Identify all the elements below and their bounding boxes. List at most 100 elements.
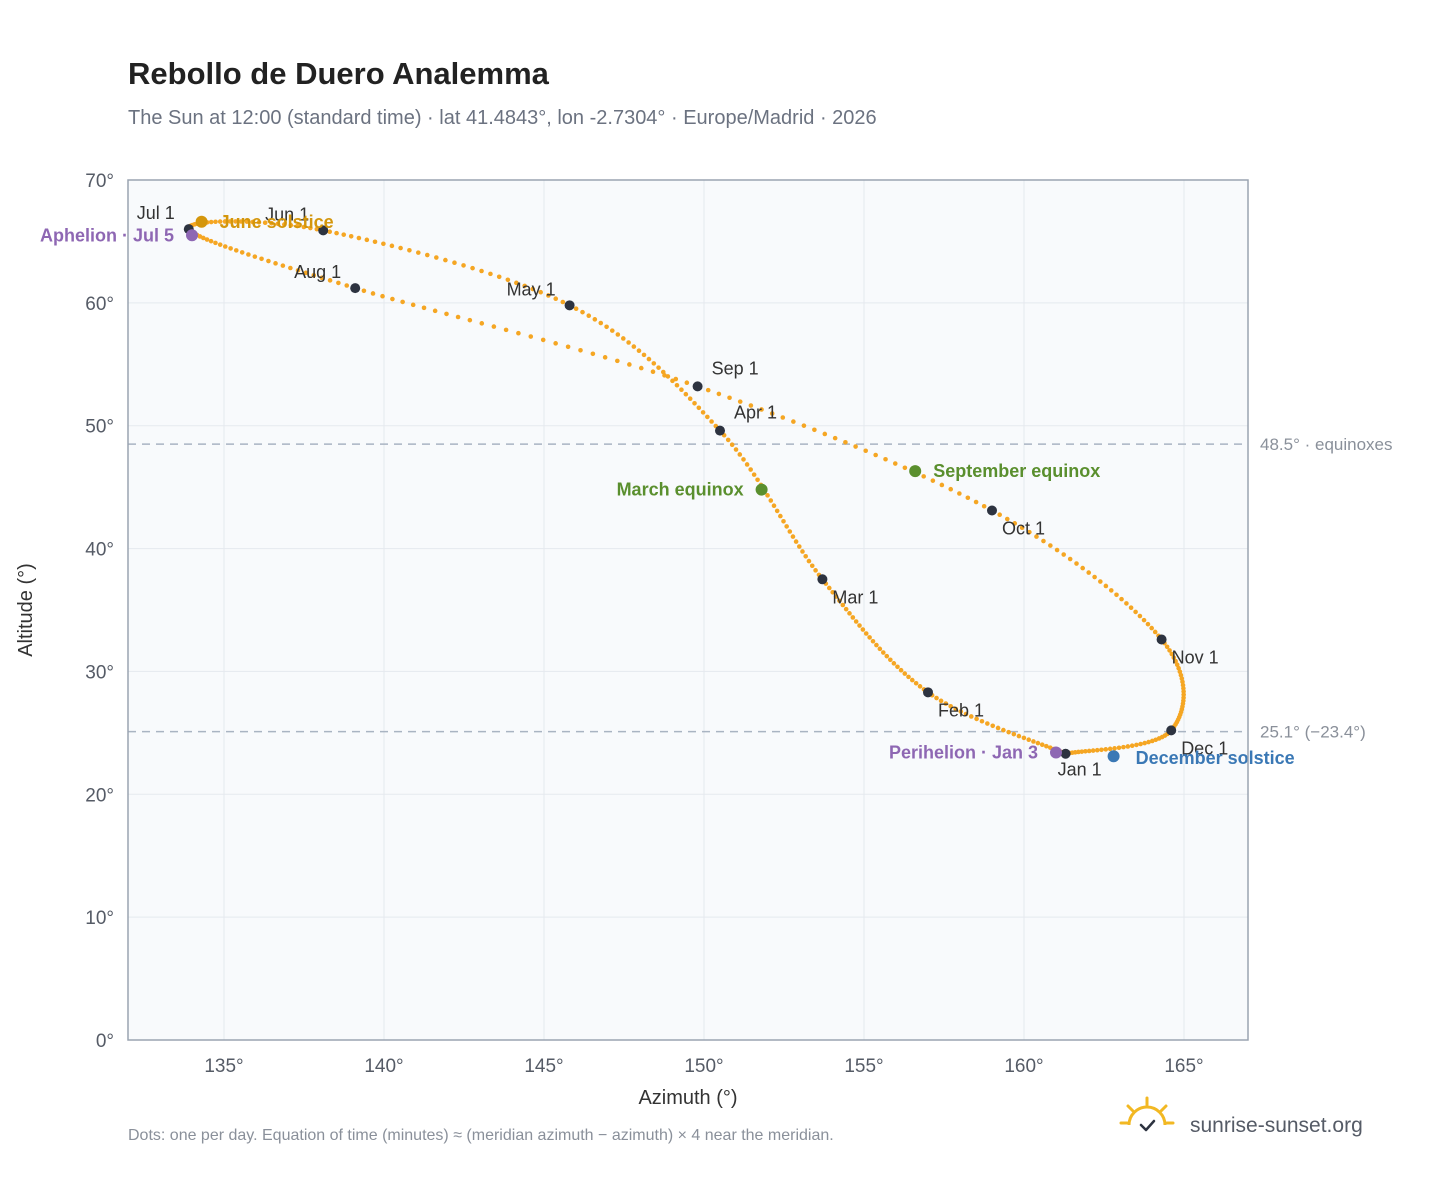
day-dot xyxy=(1027,529,1032,535)
day-dot xyxy=(1112,746,1117,751)
day-dot xyxy=(692,400,697,406)
plot-area xyxy=(128,180,1248,1040)
event-label: Perihelion · Jan 3 xyxy=(889,743,1038,763)
event-dot xyxy=(1050,746,1062,759)
day-dot xyxy=(953,706,958,712)
day-dot xyxy=(948,703,953,709)
day-dot xyxy=(262,220,268,225)
day-dot xyxy=(252,254,258,259)
day-dot xyxy=(1142,740,1147,746)
x-tick-label: 155° xyxy=(844,1056,883,1077)
day-dot xyxy=(233,219,238,224)
day-dot xyxy=(673,376,679,382)
day-dot xyxy=(883,456,888,462)
y-tick-label: 60° xyxy=(85,294,114,315)
reference-line-label: 25.1° (−23.4°) xyxy=(1260,723,1366,742)
day-dot xyxy=(857,623,862,628)
event-dot xyxy=(1107,750,1120,763)
day-dot xyxy=(729,442,735,448)
day-dot xyxy=(1083,749,1088,754)
month-label: Jun 1 xyxy=(265,204,309,224)
day-dot xyxy=(491,324,497,329)
month-dot xyxy=(564,300,575,311)
sunrise-logo-icon xyxy=(1119,1096,1175,1132)
footnote: Dots: one per day. Equation of time (min… xyxy=(128,1127,834,1144)
day-dot xyxy=(496,274,502,280)
day-dot xyxy=(516,330,521,336)
day-dot xyxy=(958,709,964,714)
day-dot xyxy=(641,352,647,358)
day-dot xyxy=(737,399,743,404)
axis-ticks: 135° 140° 145° 150° 155° 160° 165° 0° 10° 20° 30° 4… xyxy=(85,171,1203,1077)
day-dot xyxy=(303,270,309,276)
month-dot xyxy=(817,574,828,585)
day-dot xyxy=(793,539,799,544)
event-dot xyxy=(755,483,768,496)
day-dot xyxy=(239,250,245,255)
day-dot xyxy=(843,440,848,445)
event-label: March equinox xyxy=(617,480,744,500)
day-dot xyxy=(381,241,386,247)
day-dot xyxy=(884,653,890,659)
day-dot xyxy=(863,631,869,636)
y-tick-label: 70° xyxy=(85,171,114,192)
day-dot xyxy=(327,229,333,234)
day-dot xyxy=(1149,738,1155,744)
day-dot xyxy=(364,237,370,243)
day-dot xyxy=(985,721,990,726)
x-tick-label: 135° xyxy=(204,1056,243,1077)
day-dot xyxy=(656,365,661,370)
x-tick-label: 150° xyxy=(684,1056,723,1077)
day-dot xyxy=(311,273,317,278)
day-dot xyxy=(921,474,926,479)
day-dot xyxy=(902,465,908,471)
day-dot xyxy=(791,419,796,424)
day-dot xyxy=(796,544,802,549)
month-label: Aug 1 xyxy=(294,262,341,282)
day-dot xyxy=(850,615,856,620)
day-dot xyxy=(863,448,868,454)
month-label: Nov 1 xyxy=(1172,647,1219,667)
day-dot xyxy=(1092,574,1097,580)
day-dot xyxy=(314,226,320,232)
event-label: June solstice xyxy=(220,212,334,232)
day-dot xyxy=(370,291,376,296)
day-dot xyxy=(1152,629,1158,635)
day-dot xyxy=(301,224,307,230)
day-dot xyxy=(803,554,809,559)
day-dot xyxy=(604,324,609,330)
day-dot xyxy=(1086,570,1092,575)
day-dot xyxy=(530,286,536,292)
day-dot xyxy=(282,222,287,227)
day-dot xyxy=(674,382,680,388)
day-dot xyxy=(560,299,566,305)
day-dot xyxy=(737,452,743,457)
day-dot xyxy=(1171,655,1177,660)
day-dot xyxy=(705,414,710,420)
day-dot xyxy=(784,524,789,529)
day-dot xyxy=(683,391,689,397)
day-dot xyxy=(913,680,919,686)
day-dot xyxy=(479,268,484,274)
day-dot xyxy=(444,311,449,317)
month-label: Feb 1 xyxy=(938,700,984,720)
day-dot xyxy=(631,344,637,349)
brand-name: sunrise-sunset.org xyxy=(1190,1114,1363,1137)
day-dot xyxy=(1054,547,1060,553)
day-dot xyxy=(1119,596,1124,602)
day-dot xyxy=(1125,744,1131,749)
month-label: Mar 1 xyxy=(832,587,878,607)
month-dot xyxy=(923,687,933,698)
day-dot xyxy=(917,684,923,689)
month-dot xyxy=(350,283,361,294)
day-dot xyxy=(503,327,509,333)
month-dot xyxy=(987,505,997,516)
day-dot xyxy=(1067,556,1073,562)
day-dot xyxy=(344,283,350,288)
day-dot xyxy=(1164,644,1170,650)
day-dot xyxy=(1146,739,1151,745)
day-dot xyxy=(843,606,849,612)
day-dot xyxy=(208,219,214,225)
y-tick-label: 50° xyxy=(85,417,114,438)
day-dot xyxy=(1074,561,1079,566)
